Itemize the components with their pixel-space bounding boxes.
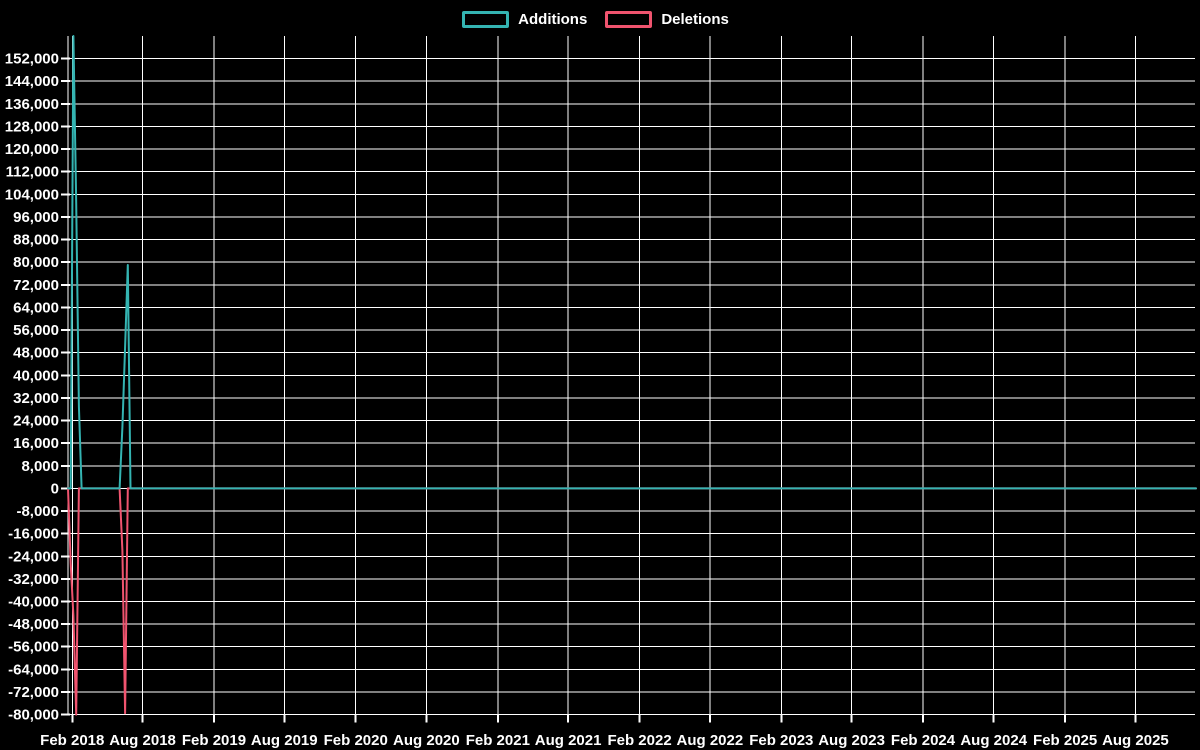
y-tick-label: 112,000 [6, 164, 59, 181]
x-tick-label: Aug 2022 [677, 732, 744, 749]
y-tick-label: -32,000 [8, 571, 59, 588]
additions-line [67, 35, 1197, 490]
x-tick-label: Aug 2024 [960, 732, 1027, 749]
x-tick-label: Aug 2020 [393, 732, 460, 749]
y-tick-label: 56,000 [13, 322, 59, 339]
y-tick-label: -16,000 [8, 526, 59, 543]
x-tick-label: Feb 2018 [40, 732, 104, 749]
y-tick-label: 64,000 [13, 299, 59, 316]
x-tick-label: Aug 2023 [818, 732, 885, 749]
x-tick-label: Feb 2020 [324, 732, 388, 749]
deletions-legend-swatch [605, 10, 653, 28]
x-tick-label: Aug 2019 [251, 732, 318, 749]
y-tick-label: -56,000 [8, 639, 59, 656]
x-tick-label: Feb 2022 [607, 732, 671, 749]
y-tick-label: -80,000 [8, 707, 59, 724]
y-tick-label: 48,000 [13, 345, 59, 362]
y-tick-label: -8,000 [16, 503, 59, 520]
y-tick-label: 0 [51, 480, 59, 497]
deletions-legend-label: Deletions [661, 10, 729, 28]
chart-legend: Additions Deletions [0, 8, 1200, 30]
y-tick-label: 144,000 [5, 73, 59, 90]
y-tick-label: 16,000 [13, 435, 59, 452]
y-tick-label: 24,000 [13, 413, 59, 430]
x-tick-label: Aug 2018 [109, 732, 176, 749]
y-tick-label: 96,000 [13, 209, 59, 226]
x-tick-label: Aug 2025 [1102, 732, 1169, 749]
y-tick-label: 8,000 [21, 458, 59, 475]
additions-legend-label: Additions [518, 10, 588, 28]
y-tick-label: 80,000 [13, 254, 59, 271]
additions-legend-swatch [462, 10, 510, 28]
x-tick-label: Feb 2024 [891, 732, 956, 749]
y-tick-label: 152,000 [5, 51, 59, 68]
y-tick-label: 32,000 [13, 390, 59, 407]
y-tick-label: 104,000 [5, 186, 59, 203]
y-tick-label: 88,000 [13, 232, 59, 249]
x-tick-label: Feb 2021 [466, 732, 530, 749]
y-tick-label: -48,000 [8, 616, 59, 633]
x-tick-label: Feb 2019 [182, 732, 246, 749]
x-tick-label: Feb 2023 [749, 732, 813, 749]
x-tick-label: Aug 2021 [535, 732, 602, 749]
x-tick-label: Feb 2025 [1033, 732, 1097, 749]
y-tick-label: 40,000 [13, 367, 59, 384]
y-tick-label: 120,000 [5, 141, 59, 158]
y-tick-label: -40,000 [8, 594, 59, 611]
y-tick-label: 128,000 [5, 118, 59, 135]
y-tick-label: -24,000 [8, 548, 59, 565]
y-tick-label: 136,000 [5, 96, 59, 113]
y-tick-label: -64,000 [8, 661, 59, 678]
y-tick-label: -72,000 [8, 684, 59, 701]
y-tick-label: 72,000 [13, 277, 59, 294]
